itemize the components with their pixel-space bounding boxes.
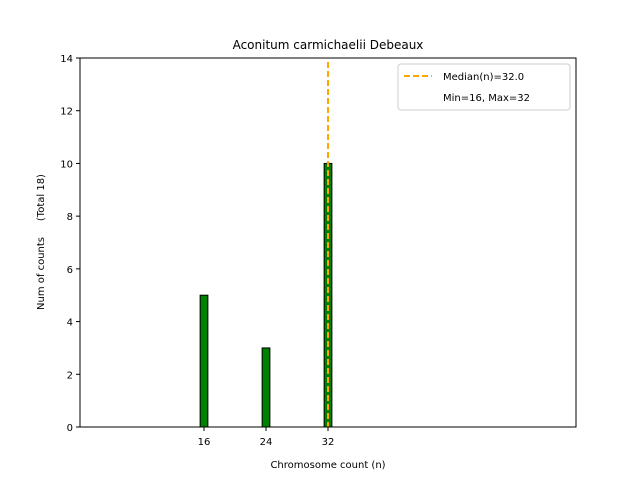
chart-title: Aconitum carmichaelii Debeaux	[233, 38, 424, 52]
y-tick-label: 10	[60, 159, 73, 170]
x-axis-label: Chromosome count (n)	[270, 460, 385, 471]
bar-16	[199, 294, 209, 428]
legend: Median(n)=32.0 Min=16, Max=32	[397, 63, 571, 111]
y-tick-label: 14	[60, 54, 73, 65]
y-tick-label: 8	[67, 212, 73, 223]
x-tick-label: 32	[322, 437, 335, 448]
bars-group	[199, 162, 333, 428]
y-tick-label: 0	[67, 423, 73, 434]
legend-median-label: Median(n)=32.0	[443, 72, 524, 83]
bar-24	[261, 347, 271, 428]
y-tick-label: 12	[60, 107, 73, 118]
legend-range-label: Min=16, Max=32	[443, 93, 530, 104]
x-axis-ticks: 16 24 32	[198, 427, 335, 448]
legend-box	[397, 63, 571, 111]
y-tick-label: 4	[67, 318, 73, 329]
y-tick-label: 2	[67, 370, 73, 381]
y-axis-ticks: 0 2 4 6 8 10 12 14	[60, 54, 80, 434]
y-axis-label: Num of counts (Total 18)	[36, 174, 47, 310]
y-tick-label: 6	[67, 265, 73, 276]
x-tick-label: 24	[260, 437, 273, 448]
x-tick-label: 16	[198, 437, 211, 448]
